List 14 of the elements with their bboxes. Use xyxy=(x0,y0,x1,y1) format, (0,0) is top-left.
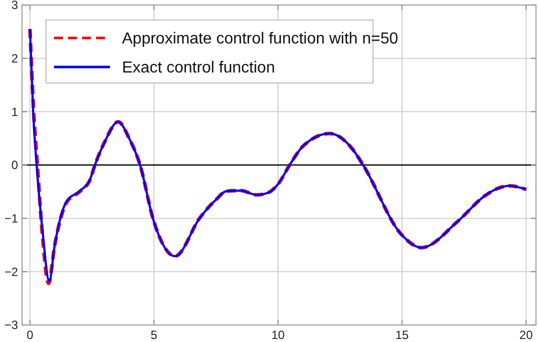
y-tick-label: −3 xyxy=(4,318,18,332)
legend-label: Exact control function xyxy=(122,60,275,77)
y-tick-label: 0 xyxy=(11,158,18,172)
y-tick-label: 3 xyxy=(11,0,18,12)
x-tick-label: 20 xyxy=(519,328,534,342)
y-tick-label: 1 xyxy=(11,104,18,119)
x-tick-label: 0 xyxy=(26,328,34,342)
x-tick-label: 10 xyxy=(271,328,285,342)
y-tick-label: −1 xyxy=(4,212,18,226)
x-tick-label: 5 xyxy=(150,328,158,342)
legend-label: Approximate control function with n=50 xyxy=(122,30,398,48)
x-tick-label: 15 xyxy=(395,328,410,342)
y-tick-label: −2 xyxy=(4,264,18,279)
y-tick-label: 2 xyxy=(11,52,18,66)
